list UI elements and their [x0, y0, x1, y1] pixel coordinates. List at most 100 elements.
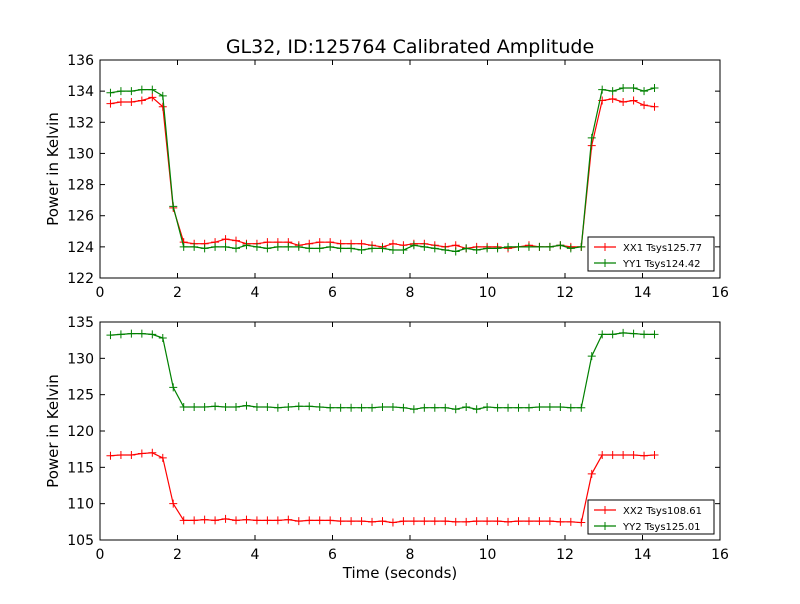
- data-point-marker: [148, 448, 157, 457]
- data-point-marker: [472, 245, 481, 254]
- data-point-marker: [106, 88, 115, 97]
- data-point-marker: [399, 245, 408, 254]
- data-point-marker: [650, 330, 659, 339]
- data-point-marker: [608, 330, 617, 339]
- y-tick-label: 136: [67, 53, 94, 69]
- y-tick-label: 135: [67, 315, 94, 331]
- data-point-marker: [545, 517, 554, 526]
- x-tick-label: 14: [634, 285, 652, 301]
- data-point-marker: [284, 515, 293, 524]
- data-point-marker: [347, 244, 356, 253]
- data-point-marker: [169, 202, 178, 211]
- data-point-marker: [441, 245, 450, 254]
- data-point-marker: [137, 96, 146, 105]
- data-point-marker: [388, 518, 397, 527]
- data-point-marker: [106, 451, 115, 460]
- y-tick-label: 134: [67, 84, 94, 100]
- data-point-marker: [399, 403, 408, 412]
- data-point-marker: [200, 244, 209, 253]
- data-point-marker: [504, 242, 513, 251]
- data-point-marker: [619, 328, 628, 337]
- data-point-marker: [650, 450, 659, 459]
- data-point-marker: [388, 403, 397, 412]
- data-point-marker: [619, 84, 628, 93]
- y-tick-label: 110: [67, 497, 94, 513]
- data-point-marker: [650, 102, 659, 111]
- legend-label: XX1 Tsys125.77: [623, 243, 702, 254]
- y-tick-label: 122: [67, 271, 94, 287]
- legend-marker: [601, 259, 609, 267]
- data-point-marker: [137, 85, 146, 94]
- data-point-marker: [493, 403, 502, 412]
- data-point-marker: [514, 403, 523, 412]
- y-tick-label: 128: [67, 178, 94, 194]
- data-point-marker: [211, 242, 220, 251]
- x-tick-label: 12: [556, 285, 574, 301]
- x-tick-label: 16: [711, 547, 729, 563]
- data-point-marker: [190, 403, 199, 412]
- data-point-marker: [357, 403, 366, 412]
- data-point-marker: [640, 451, 649, 460]
- data-point-marker: [545, 403, 554, 412]
- data-point-marker: [524, 403, 533, 412]
- data-point-marker: [305, 244, 314, 253]
- y-tick-label: 120: [67, 424, 94, 440]
- data-point-marker: [650, 84, 659, 93]
- data-point-marker: [368, 403, 377, 412]
- x-tick-label: 0: [96, 547, 105, 563]
- data-point-marker: [535, 517, 544, 526]
- data-point-marker: [211, 402, 220, 411]
- data-point-marker: [106, 331, 115, 340]
- data-point-marker: [598, 450, 607, 459]
- data-point-marker: [608, 87, 617, 96]
- data-point-marker: [294, 517, 303, 526]
- chart-title: GL32, ID:125764 Calibrated Amplitude: [226, 36, 594, 58]
- data-point-marker: [640, 330, 649, 339]
- x-tick-label: 8: [406, 285, 415, 301]
- data-point-marker: [158, 91, 167, 100]
- data-point-marker: [451, 405, 460, 414]
- data-point-marker: [378, 403, 387, 412]
- data-point-marker: [158, 333, 167, 342]
- data-point-marker: [315, 516, 324, 525]
- data-point-marker: [273, 516, 282, 525]
- x-axis-label: Time (seconds): [342, 564, 458, 582]
- data-point-marker: [357, 517, 366, 526]
- data-point-marker: [252, 242, 261, 251]
- data-point-marker: [315, 403, 324, 412]
- data-point-marker: [127, 450, 136, 459]
- y-tick-label: 124: [67, 240, 94, 256]
- data-point-marker: [430, 403, 439, 412]
- data-point-marker: [273, 403, 282, 412]
- data-point-marker: [472, 517, 481, 526]
- data-point-marker: [514, 517, 523, 526]
- data-point-marker: [252, 516, 261, 525]
- data-point-marker: [232, 244, 241, 253]
- data-point-marker: [263, 516, 272, 525]
- data-point-marker: [577, 242, 586, 251]
- x-tick-label: 16: [711, 285, 729, 301]
- data-point-marker: [556, 241, 565, 250]
- data-point-marker: [357, 245, 366, 254]
- data-point-marker: [598, 85, 607, 94]
- data-point-marker: [221, 514, 230, 523]
- data-point-marker: [535, 403, 544, 412]
- data-point-marker: [242, 401, 251, 410]
- data-point-marker: [200, 403, 209, 412]
- data-point-marker: [336, 517, 345, 526]
- data-point-marker: [462, 517, 471, 526]
- data-point-marker: [148, 85, 157, 94]
- legend-box: [587, 236, 715, 272]
- data-point-marker: [629, 450, 638, 459]
- data-point-marker: [211, 516, 220, 525]
- y-axis-label: Power in Kelvin: [44, 374, 62, 488]
- data-point-marker: [200, 515, 209, 524]
- data-point-marker: [514, 242, 523, 251]
- data-point-marker: [315, 244, 324, 253]
- data-point-marker: [252, 403, 261, 412]
- data-point-marker: [441, 403, 450, 412]
- data-point-marker: [587, 352, 596, 361]
- data-point-marker: [619, 450, 628, 459]
- data-point-marker: [158, 453, 167, 462]
